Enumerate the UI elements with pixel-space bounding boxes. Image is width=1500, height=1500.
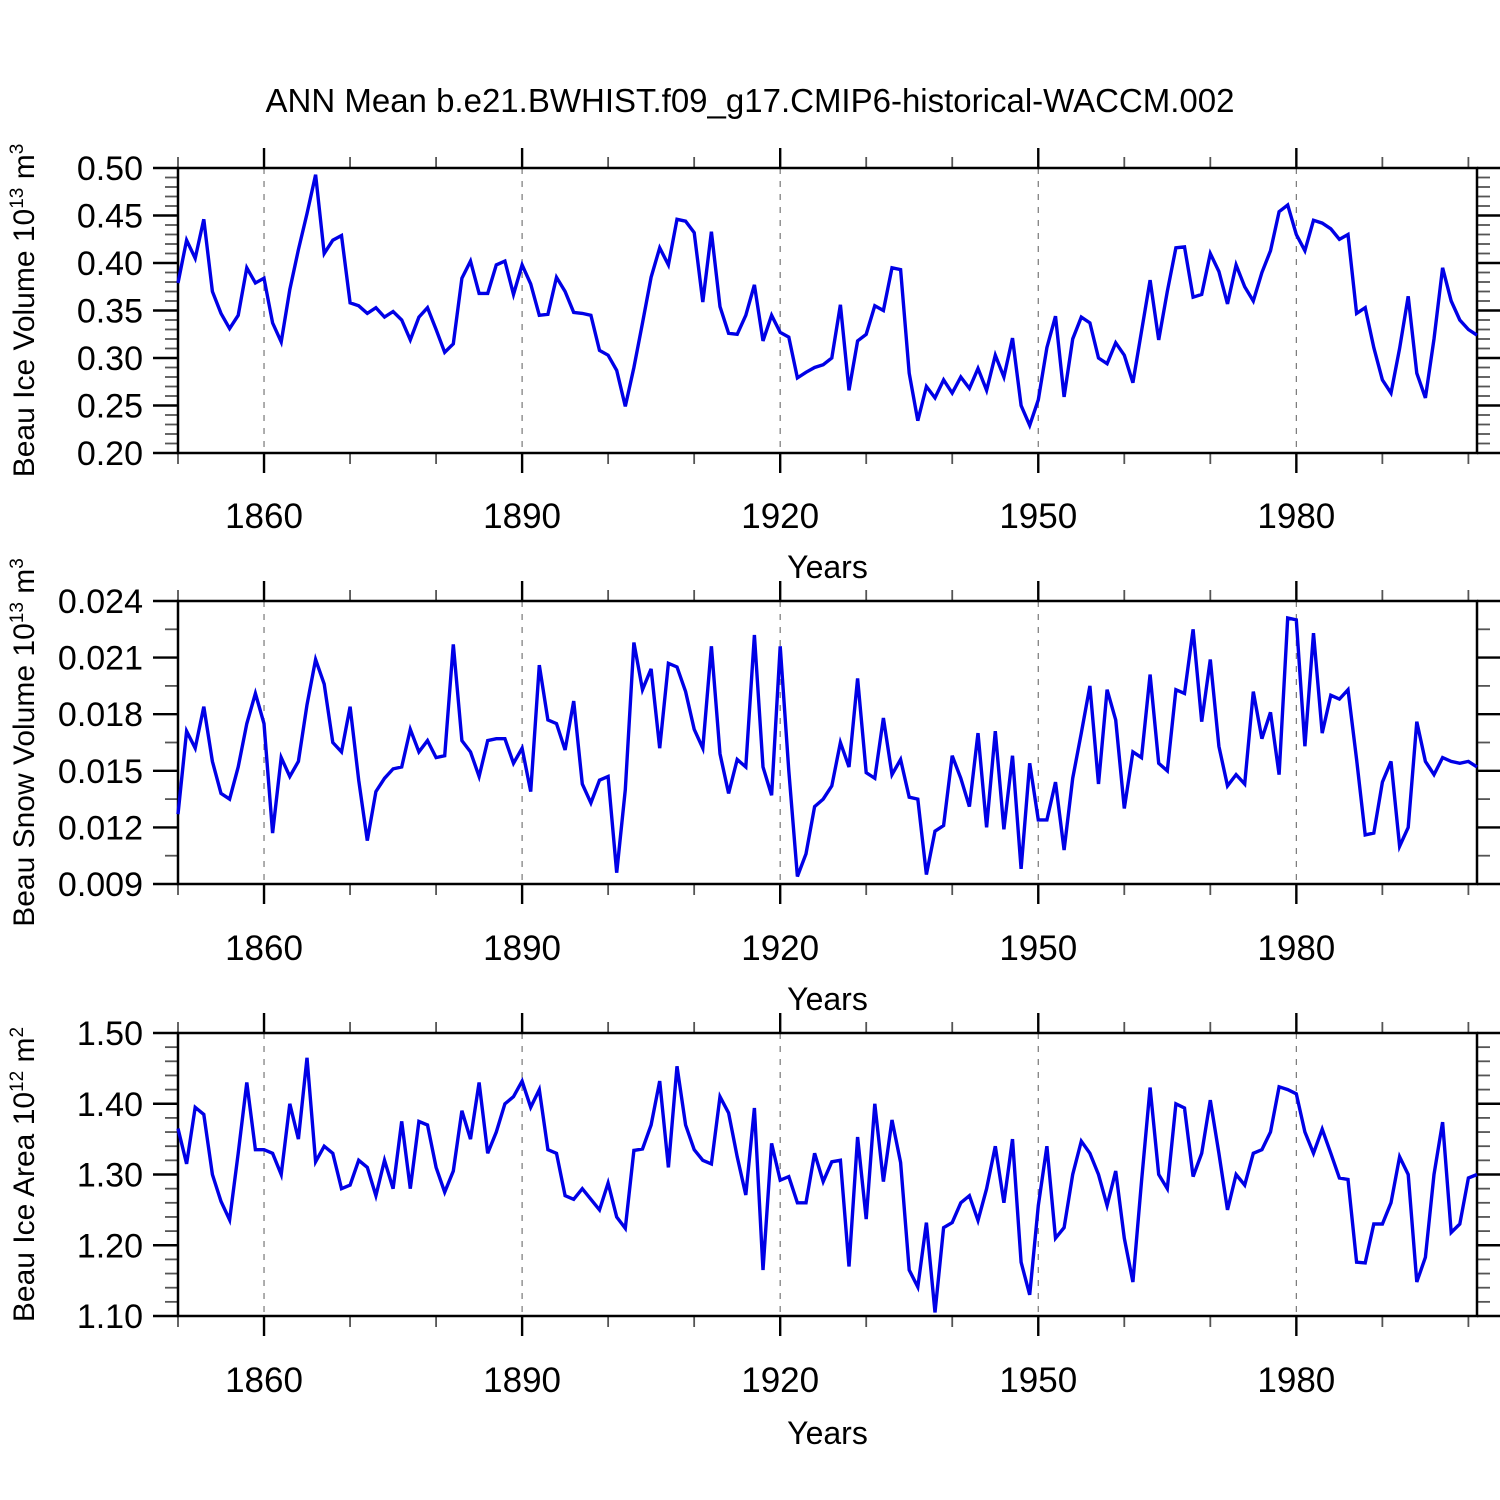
y-tick-label: 1.50 bbox=[77, 1015, 143, 1053]
y-tick-label: 0.45 bbox=[77, 198, 143, 236]
x-tick-label: 1950 bbox=[999, 497, 1077, 536]
y-tick-label: 0.30 bbox=[77, 340, 143, 378]
y-tick-label: 0.50 bbox=[77, 150, 143, 188]
x-tick-label: 1860 bbox=[225, 929, 303, 968]
x-tick-label: 1950 bbox=[999, 1361, 1077, 1400]
data-line-beau-ice-volume bbox=[176, 174, 1478, 431]
y-tick-label: 1.10 bbox=[77, 1298, 143, 1336]
data-line-beau-ice-area bbox=[176, 1057, 1478, 1313]
y-tick-label: 1.30 bbox=[77, 1157, 143, 1195]
chart-title: ANN Mean b.e21.BWHIST.f09_g17.CMIP6-hist… bbox=[266, 82, 1235, 119]
plot-frame bbox=[176, 599, 1479, 886]
y-tick-label: 0.015 bbox=[58, 753, 143, 791]
x-tick-label: 1890 bbox=[483, 929, 561, 968]
x-tick-label: 1920 bbox=[741, 497, 819, 536]
x-tick-label: 1980 bbox=[1257, 497, 1335, 536]
x-tick-label: 1980 bbox=[1257, 1361, 1335, 1400]
panel-beau-ice-volume: 0.20 0.25 0.30 0.35 0.40 0.45 0.50 1860 1890 1920… bbox=[7, 144, 1500, 585]
y-axis-label: Beau Ice Volume 1013 m3 bbox=[7, 144, 41, 478]
y-axis-label: Beau Snow Volume 1013 m3 bbox=[7, 558, 41, 927]
y-tick-label: 0.009 bbox=[58, 866, 143, 904]
x-tick-label: 1920 bbox=[741, 929, 819, 968]
panel-beau-ice-area: 1.10 1.20 1.30 1.40 1.50 1860 1890 1920 1950 1980… bbox=[7, 1013, 1500, 1451]
x-tick-label: 1890 bbox=[483, 1361, 561, 1400]
y-tick-label: 0.018 bbox=[58, 696, 143, 734]
data-line-beau-snow-volume bbox=[176, 615, 1478, 878]
x-tick-label: 1980 bbox=[1257, 929, 1335, 968]
y-axis-label: Beau Ice Area 1012 m2 bbox=[7, 1027, 41, 1322]
x-tick-label: 1890 bbox=[483, 497, 561, 536]
x-tick-label: 1920 bbox=[741, 1361, 819, 1400]
y-tick-label: 1.20 bbox=[77, 1227, 143, 1265]
x-axis-label: Years bbox=[787, 1415, 868, 1451]
plot-frame bbox=[176, 166, 1479, 455]
x-tick-label: 1860 bbox=[225, 497, 303, 536]
x-axis-label: Years bbox=[787, 549, 868, 585]
y-tick-label: 1.40 bbox=[77, 1086, 143, 1124]
panel-beau-snow-volume: 0.009 0.012 0.015 0.018 0.021 0.024 1860 1890 19… bbox=[7, 558, 1500, 1017]
y-tick-label: 0.35 bbox=[77, 293, 143, 331]
y-tick-label: 0.012 bbox=[58, 809, 143, 847]
x-tick-label: 1860 bbox=[225, 1361, 303, 1400]
y-tick-label: 0.021 bbox=[58, 640, 143, 678]
y-tick-label: 0.20 bbox=[77, 435, 143, 473]
x-tick-label: 1950 bbox=[999, 929, 1077, 968]
y-tick-label: 0.024 bbox=[58, 583, 143, 621]
y-tick-label: 0.25 bbox=[77, 388, 143, 426]
x-axis-label: Years bbox=[787, 981, 868, 1017]
y-tick-label: 0.40 bbox=[77, 245, 143, 283]
